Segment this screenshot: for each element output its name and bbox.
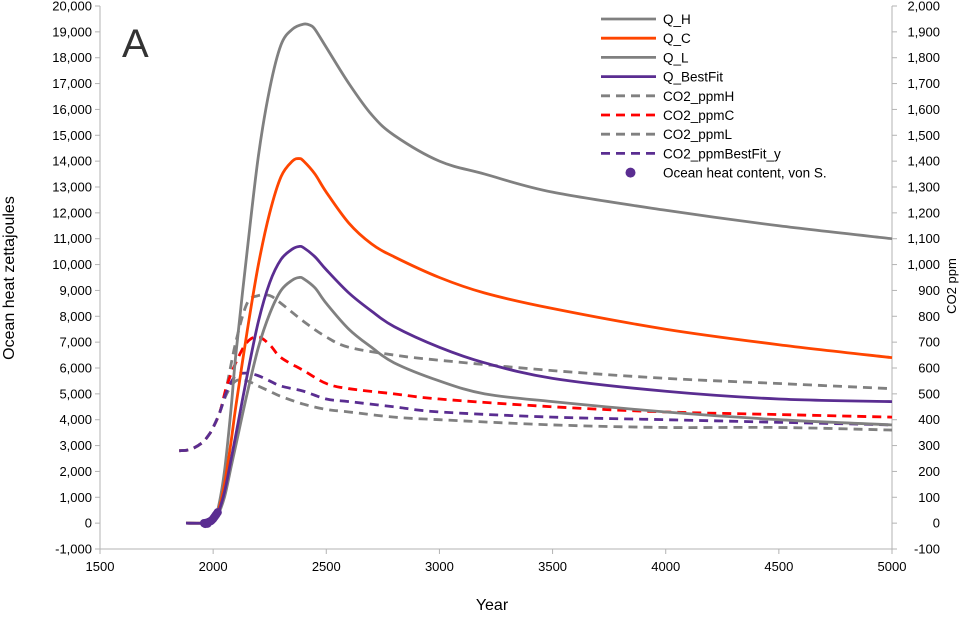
x-tick-label: 3000	[425, 559, 454, 574]
y2-tick-label: 1,300	[907, 180, 940, 195]
x-tick-label: 1500	[86, 559, 115, 574]
series-line-co2-ppml	[179, 378, 893, 453]
series-line-q-c	[185, 157, 893, 525]
axes-layer: -1,000 0 1,000 2,000 3,000 4,000 5,000 6,000 7,0…	[52, 0, 940, 574]
legend-label: Q_C	[663, 31, 691, 46]
y-tick-label: 11,000	[53, 231, 92, 246]
y2-tick-label: 1,900	[907, 24, 940, 39]
y2-tick-label: 1,600	[907, 102, 940, 117]
y-tick-label: 4,000	[59, 412, 92, 427]
x-axis-title: Year	[476, 597, 509, 614]
y2-tick-label: 800	[918, 309, 940, 324]
x-tick-label: 5000	[878, 559, 907, 574]
y-tick-label: 14,000	[52, 154, 92, 169]
y2-tick-label: 700	[918, 335, 940, 350]
y-tick-label: 15,000	[52, 128, 92, 143]
y2-tick-label: 100	[918, 490, 940, 505]
y2-tick-label: 500	[918, 386, 940, 401]
y-tick-label: 13,000	[52, 180, 92, 195]
series-line-co2-ppmc	[179, 335, 893, 453]
y2-tick-label: 1,200	[907, 205, 940, 220]
legend-label: Ocean heat content, von S.	[663, 166, 827, 181]
y2-tick-label: 0	[933, 516, 940, 531]
y2-tick-label: 2,000	[907, 0, 940, 14]
legend-label: CO2_ppmBestFit_y	[663, 146, 781, 161]
y-tick-label: 10,000	[52, 257, 92, 272]
panel-label: A	[122, 22, 149, 66]
y2-tick-label: -100	[914, 542, 940, 557]
series-line-q-bestfit	[185, 244, 893, 525]
y2-tick-label: 600	[918, 361, 940, 376]
series-line-q-h	[185, 22, 893, 525]
y-tick-label: 19,000	[52, 24, 92, 39]
series-line-co2-ppmbestfit-y	[179, 371, 893, 453]
y-tick-label: 12,000	[52, 205, 92, 220]
y2-tick-label: 400	[918, 412, 940, 427]
y-tick-label: 0	[85, 516, 92, 531]
y-tick-label: 9,000	[59, 283, 92, 298]
x-tick-label: 4500	[764, 559, 793, 574]
y-tick-label: 16,000	[52, 102, 92, 117]
legend-label: CO2_ppmH	[663, 89, 734, 104]
x-tick-label: 2500	[312, 559, 341, 574]
legend-label: Q_BestFit	[663, 70, 723, 85]
y-axis-title: Ocean heat zettajoules	[1, 196, 18, 360]
y-tick-label: 1,000	[59, 490, 92, 505]
y2-axis-title: CO2 ppm	[944, 258, 959, 314]
y-tick-label: 8,000	[59, 309, 92, 324]
legend-label: Q_L	[663, 50, 689, 65]
y-tick-label: 7,000	[59, 335, 92, 350]
y2-tick-label: 1,100	[907, 231, 940, 246]
scatter-layer	[199, 508, 222, 529]
y-tick-label: 3,000	[59, 438, 92, 453]
y2-tick-label: 1,800	[907, 50, 940, 65]
x-tick-label: 2000	[199, 559, 228, 574]
ocean-heat-point	[213, 508, 222, 517]
legend-swatch-marker	[625, 167, 636, 178]
y2-tick-label: 1,500	[907, 128, 940, 143]
y-tick-label: 20,000	[52, 0, 92, 14]
y2-tick-label: 200	[918, 464, 940, 479]
x-tick-label: 3500	[538, 559, 567, 574]
series-layer	[179, 22, 893, 525]
y-tick-label: 6,000	[59, 361, 92, 376]
y-tick-label: 5,000	[59, 386, 92, 401]
x-tick-label: 4000	[651, 559, 680, 574]
y2-tick-label: 1,400	[907, 154, 940, 169]
legend-label: CO2_ppmC	[663, 108, 735, 123]
y2-tick-label: 900	[918, 283, 940, 298]
y2-tick-label: 300	[918, 438, 940, 453]
y-tick-label: -1,000	[55, 542, 92, 557]
y-tick-label: 17,000	[52, 76, 92, 91]
y2-tick-label: 1,000	[907, 257, 940, 272]
y-tick-label: 2,000	[59, 464, 92, 479]
y-tick-label: 18,000	[52, 50, 92, 65]
y2-tick-label: 1,700	[907, 76, 940, 91]
legend-label: Q_H	[663, 12, 691, 27]
legend: Q_H Q_C Q_L Q_BestFit CO2_ppmH CO2_ppmC CO2_pp…	[601, 12, 827, 181]
series-line-co2-ppmh	[179, 293, 893, 453]
legend-label: CO2_ppmL	[663, 127, 733, 142]
